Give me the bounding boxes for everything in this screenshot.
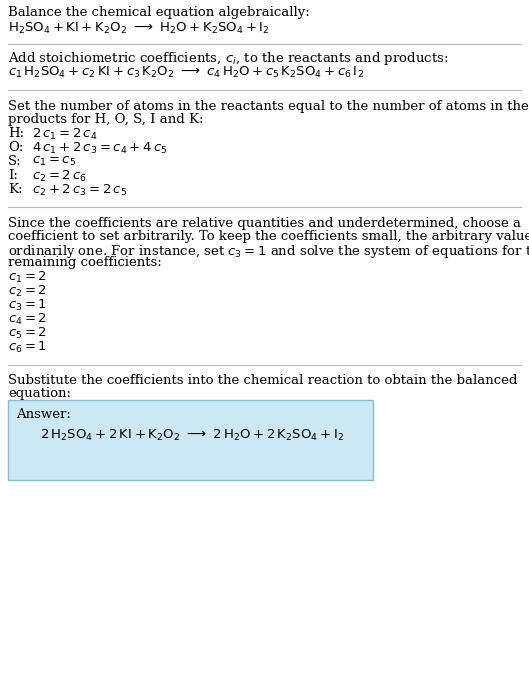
- Text: ordinarily one. For instance, set $c_3 = 1$ and solve the system of equations fo: ordinarily one. For instance, set $c_3 =…: [8, 243, 529, 260]
- Text: H:: H:: [8, 127, 24, 140]
- Text: equation:: equation:: [8, 387, 71, 400]
- Text: Balance the chemical equation algebraically:: Balance the chemical equation algebraica…: [8, 6, 310, 19]
- Text: S:: S:: [8, 155, 22, 168]
- Text: Answer:: Answer:: [16, 408, 71, 421]
- Text: $\mathrm{H_2SO_4 + KI + K_2O_2 \ \longrightarrow \ H_2O + K_2SO_4 + I_2}$: $\mathrm{H_2SO_4 + KI + K_2O_2 \ \longri…: [8, 21, 270, 36]
- Text: $c_2 + 2\,c_3 = 2\,c_5$: $c_2 + 2\,c_3 = 2\,c_5$: [32, 183, 127, 198]
- Text: Set the number of atoms in the reactants equal to the number of atoms in the: Set the number of atoms in the reactants…: [8, 100, 529, 113]
- Text: Add stoichiometric coefficients, $c_i$, to the reactants and products:: Add stoichiometric coefficients, $c_i$, …: [8, 50, 449, 67]
- Text: $c_2 = 2\,c_6$: $c_2 = 2\,c_6$: [32, 169, 87, 184]
- Text: I:: I:: [8, 169, 18, 182]
- FancyBboxPatch shape: [8, 400, 373, 480]
- Text: products for H, O, S, I and K:: products for H, O, S, I and K:: [8, 113, 204, 126]
- Text: $2\,c_1 = 2\,c_4$: $2\,c_1 = 2\,c_4$: [32, 127, 97, 142]
- Text: $c_3 = 1$: $c_3 = 1$: [8, 298, 47, 313]
- Text: Since the coefficients are relative quantities and underdetermined, choose a: Since the coefficients are relative quan…: [8, 217, 521, 230]
- Text: O:: O:: [8, 141, 23, 154]
- Text: $4\,c_1 + 2\,c_3 = c_4 + 4\,c_5$: $4\,c_1 + 2\,c_3 = c_4 + 4\,c_5$: [32, 141, 168, 156]
- Text: $c_2 = 2$: $c_2 = 2$: [8, 284, 47, 299]
- Text: coefficient to set arbitrarily. To keep the coefficients small, the arbitrary va: coefficient to set arbitrarily. To keep …: [8, 230, 529, 243]
- Text: $c_1\,\mathrm{H_2SO_4} + c_2\,\mathrm{KI} + c_3\,\mathrm{K_2O_2} \ \longrightarr: $c_1\,\mathrm{H_2SO_4} + c_2\,\mathrm{KI…: [8, 65, 364, 80]
- Text: remaining coefficients:: remaining coefficients:: [8, 256, 162, 269]
- Text: $c_6 = 1$: $c_6 = 1$: [8, 340, 47, 355]
- Text: Substitute the coefficients into the chemical reaction to obtain the balanced: Substitute the coefficients into the che…: [8, 374, 517, 387]
- Text: $c_1 = 2$: $c_1 = 2$: [8, 270, 47, 285]
- Text: $c_5 = 2$: $c_5 = 2$: [8, 326, 47, 341]
- Text: $c_1 = c_5$: $c_1 = c_5$: [32, 155, 76, 168]
- Text: K:: K:: [8, 183, 23, 196]
- Text: $c_4 = 2$: $c_4 = 2$: [8, 312, 47, 327]
- Text: $2\,\mathrm{H_2SO_4} + 2\,\mathrm{KI} + \mathrm{K_2O_2} \ \longrightarrow \ 2\,\: $2\,\mathrm{H_2SO_4} + 2\,\mathrm{KI} + …: [40, 428, 344, 443]
